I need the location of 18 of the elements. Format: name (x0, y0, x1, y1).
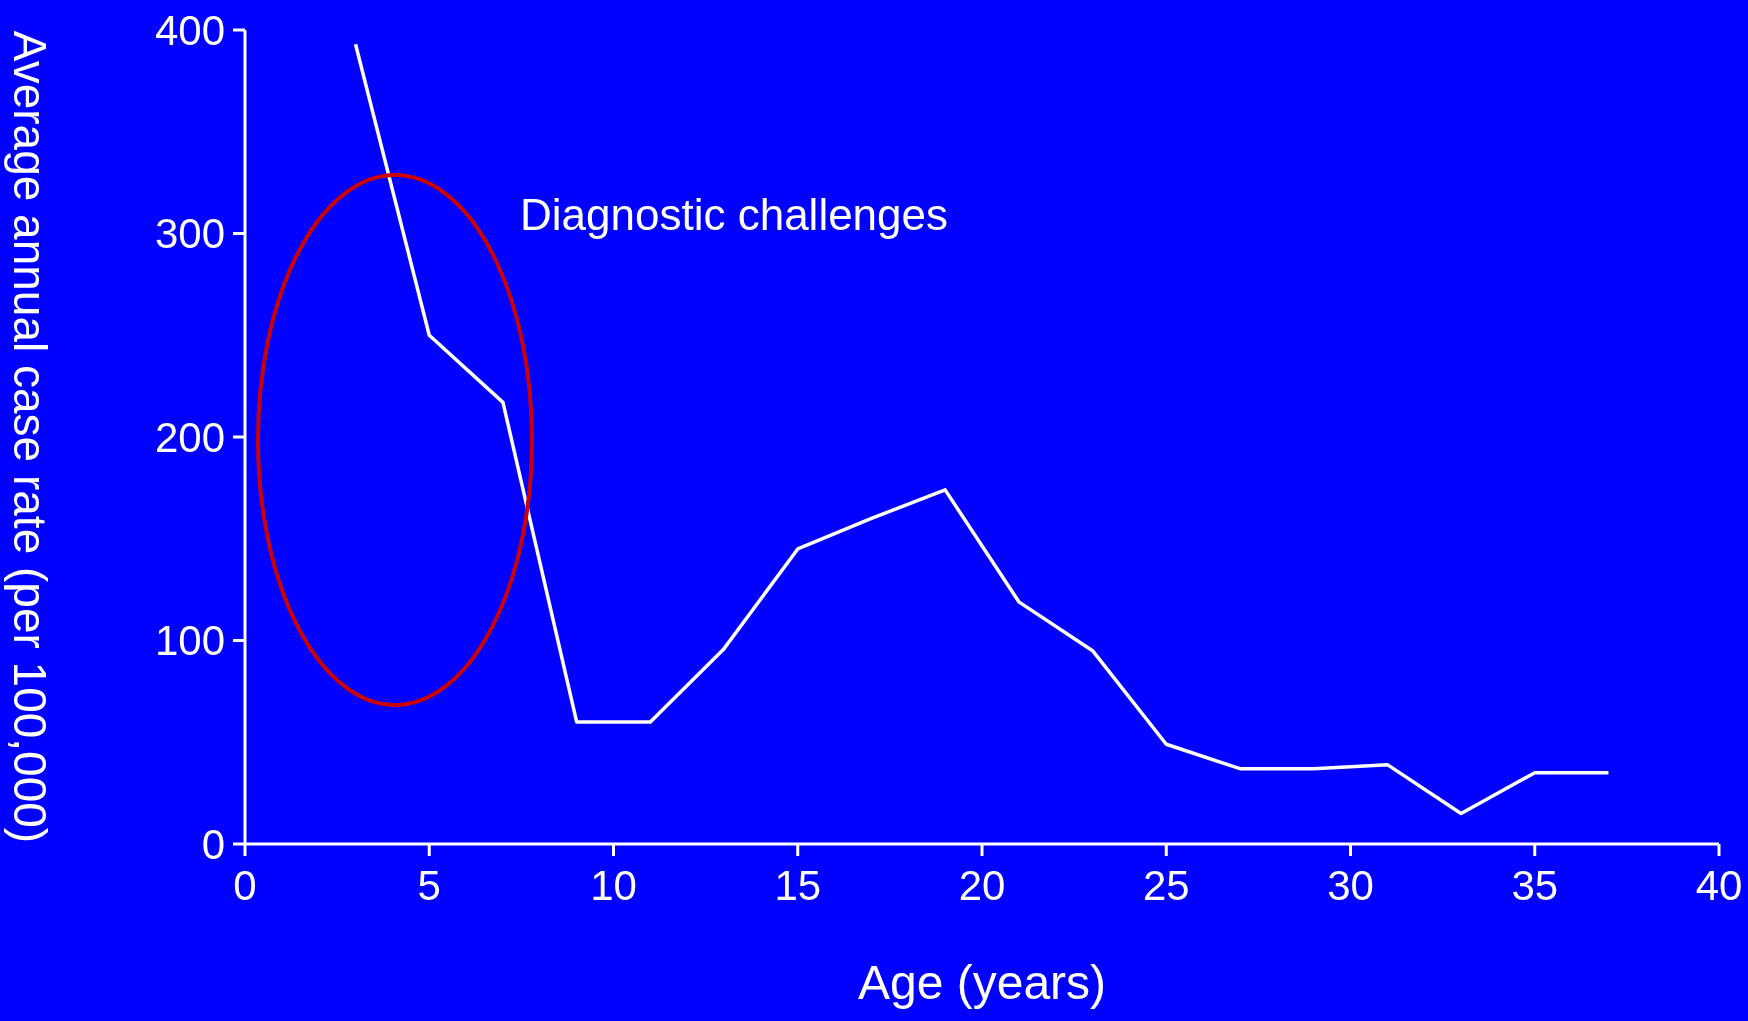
y-tick-label: 400 (154, 6, 225, 54)
y-tick-label: 100 (154, 617, 225, 665)
x-tick-label: 20 (958, 861, 1006, 909)
y-axis-title: Average annual case rate (per 100,000) (3, 30, 56, 844)
x-tick-label: 15 (774, 861, 822, 909)
x-tick-label: 10 (590, 861, 637, 909)
x-axis-title: Age (years) (857, 956, 1107, 1009)
x-tick-label: 40 (1695, 861, 1743, 909)
x-tick-label: 30 (1327, 861, 1374, 909)
x-tick-label: 35 (1511, 861, 1559, 909)
x-tick-label: 25 (1142, 861, 1190, 909)
y-tick-label: 200 (154, 413, 225, 461)
x-tick-label: 0 (233, 861, 257, 909)
y-tick-label: 300 (154, 210, 225, 258)
x-tick-label: 5 (417, 861, 441, 909)
y-tick-label: 0 (201, 820, 225, 868)
line-series (353, 42, 1611, 816)
annotation: Diagnostic challenges (520, 190, 949, 239)
